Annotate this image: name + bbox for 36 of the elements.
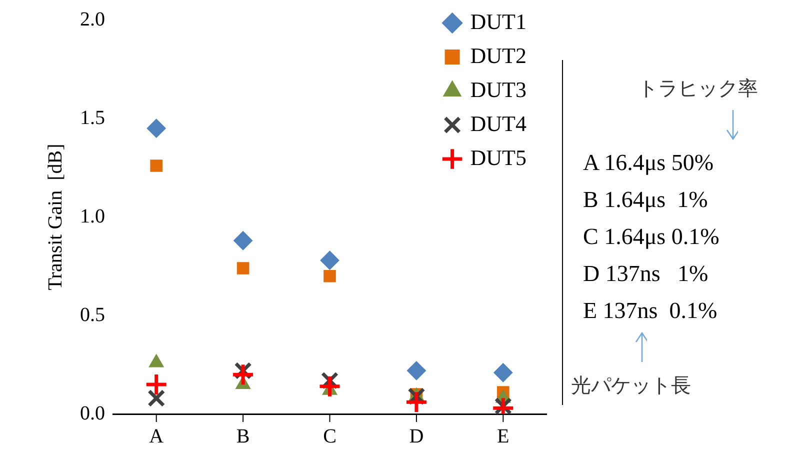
- point: [318, 374, 342, 398]
- y-tick-label: 2.0: [80, 8, 105, 30]
- y-tick-label: 1.0: [80, 205, 105, 228]
- legend-label: DUT3: [470, 76, 527, 102]
- x-tick-label: A: [149, 425, 164, 448]
- legend-label: DUT5: [470, 144, 527, 170]
- text: 光パケット長: [571, 374, 691, 399]
- legend-label: DUT2: [470, 42, 527, 68]
- y-tick-label: 0.5: [80, 304, 105, 326]
- point: [320, 250, 340, 270]
- x-tick-label: E: [497, 425, 510, 448]
- text: E 137ns 0.1%: [583, 298, 718, 324]
- x-tick-label: D: [409, 425, 424, 448]
- point: [148, 389, 166, 408]
- point: [150, 160, 163, 172]
- y-axis-title: Transit Gain [dB]: [44, 144, 66, 290]
- point: [234, 231, 253, 250]
- point: [404, 390, 428, 414]
- legend-label: DUT1: [470, 8, 527, 34]
- text: C 1.64μs 0.1%: [583, 224, 720, 250]
- x-tick-label: C: [323, 425, 336, 448]
- text: A 16.4μs 50%: [583, 150, 714, 176]
- point: [324, 270, 336, 282]
- point: [236, 262, 250, 274]
- legend-label: DUT4: [470, 110, 527, 136]
- point: [231, 362, 255, 386]
- text: B 1.64μs 1%: [583, 187, 708, 213]
- text: D 137ns 1%: [583, 261, 708, 287]
- point: [146, 118, 166, 138]
- y-tick-label: 1.5: [80, 106, 105, 129]
- text: トラヒック率: [638, 77, 758, 102]
- point: [494, 363, 513, 382]
- x-tick-label: B: [236, 425, 250, 448]
- y-tick-label: 0.0: [80, 402, 105, 424]
- point: [144, 372, 168, 396]
- point: [406, 361, 426, 380]
